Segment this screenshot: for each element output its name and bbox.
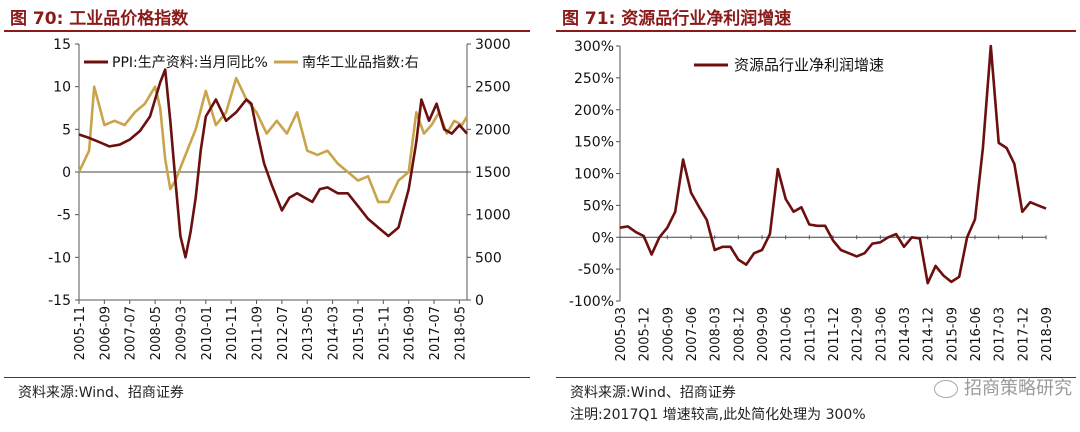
legend-nanhua-label: 南华工业品指数:右: [302, 55, 419, 71]
right-y-tick-label: 250%: [574, 71, 614, 87]
left-x-tick-label: 2010-11: [225, 306, 240, 360]
profit-growth-line: [619, 44, 1047, 285]
left-x-tick-label: 2006-09: [98, 306, 113, 360]
left-y-tick-label: 15: [53, 37, 71, 53]
left-x-tick-label: 2015-11: [377, 306, 392, 360]
left-x-tick-label: 2009-03: [174, 306, 189, 360]
left-y-tick-label: 10: [53, 80, 71, 96]
right-title-rule: [556, 30, 1076, 32]
right-y-tick-label: 300%: [574, 39, 614, 55]
right-note: 注明:2017Q1 增速较高,此处简化处理为 300%: [570, 407, 866, 423]
right-x-tick-label: 2005-12: [638, 307, 653, 361]
ppi-series-line: [78, 68, 468, 259]
right-y-tick-label: 150%: [574, 135, 614, 151]
left-chart: 15 10 5 0 -5 -10 -15 3000 2500 2000 1500 1000 500 0 20…: [48, 37, 511, 360]
left-x-tick-label: 2007-07: [124, 306, 139, 360]
right-source: 资料来源:Wind、招商证券: [570, 385, 736, 401]
left-x-tick-label: 2005-11: [73, 306, 88, 360]
right-panel: 图 71: 资源品行业净利润增速 300% 250% 200% 150% 100% 50%…: [556, 0, 1080, 432]
left-x-tick-label: 2008-05: [149, 306, 164, 360]
right-x-tick-label: 2005-03: [614, 307, 629, 361]
legend-profit-label: 资源品行业净利润增速: [734, 56, 884, 74]
left-y-tick-label: -10: [48, 250, 71, 266]
right-x-tick-label: 2014-03: [898, 307, 913, 361]
right-source-rule: [556, 377, 1076, 378]
left-source-rule: [4, 377, 530, 378]
right-x-tick-label: 2008-03: [709, 307, 724, 361]
watermark-text: 招商策略研究: [964, 378, 1072, 399]
right-x-tick-label: 2011-12: [827, 307, 842, 361]
left-y-tick-label: 0: [62, 165, 71, 181]
right-x-tick-label: 2007-06: [685, 307, 700, 361]
right-x-tick-label: 2008-12: [732, 307, 747, 361]
left-title-rule: [4, 30, 530, 32]
watermark: 招商策略研究: [934, 374, 1072, 400]
right-x-tick-label: 2011-03: [803, 307, 818, 361]
left-x-tick-label: 2011-09: [251, 306, 266, 360]
left-x-tick-label: 2016-09: [403, 306, 418, 360]
legend-ppi-label: PPI:生产资料:当月同比%: [112, 55, 268, 71]
left-y2-tick-label: 3000: [475, 37, 511, 53]
right-y-tick-label: 50%: [583, 198, 614, 214]
right-x-tick-label: 2016-06: [969, 307, 984, 361]
nanhua-series-line: [77, 76, 469, 204]
right-x-tick-label: 2013-06: [874, 307, 889, 361]
right-y-tick-label: 100%: [574, 167, 614, 183]
left-y2-tick-label: 500: [475, 250, 502, 266]
left-x-tick-label: 2014-03: [327, 306, 342, 360]
left-y-tick-label: 5: [62, 122, 71, 138]
right-chart: 300% 250% 200% 150% 100% 50% 0% -50% -100%2005-0…: [569, 39, 1055, 361]
left-y2-tick-label: 0: [475, 293, 484, 309]
right-x-tick-label: 2009-09: [756, 307, 771, 361]
right-x-tick-label: 2006-09: [661, 307, 676, 361]
right-y-tick-label: 0%: [592, 230, 614, 246]
left-figure-title: 图 70: 工业品价格指数: [10, 9, 189, 29]
left-y2-tick-label: 1500: [475, 165, 511, 181]
left-x-tick-label: 2018-05: [453, 306, 468, 360]
right-y-tick-label: 200%: [574, 103, 614, 119]
left-panel: 图 70: 工业品价格指数 15 10 5 0 -5 -10 -15 3000 2500 2000…: [4, 0, 534, 432]
right-x-tick-label: 2017-12: [1016, 307, 1031, 361]
right-y-tick-label: -100%: [569, 294, 614, 310]
right-x-tick-label: 2010-06: [780, 307, 795, 361]
right-x-tick-label: 2014-12: [922, 307, 937, 361]
left-y-tick-label: -5: [57, 208, 71, 224]
left-x-tick-label: 2012-07: [276, 306, 291, 360]
right-figure-title: 图 71: 资源品行业净利润增速: [562, 9, 792, 29]
right-x-tick-label: 2018-09: [1040, 307, 1055, 361]
left-y2-tick-label: 1000: [475, 208, 511, 224]
left-y2-tick-label: 2000: [475, 122, 511, 138]
left-source: 资料来源:Wind、招商证券: [18, 385, 184, 401]
right-x-tick-label: 2012-09: [851, 307, 866, 361]
left-x-tick-label: 2013-05: [301, 306, 316, 360]
left-x-tick-label: 2010-01: [200, 306, 215, 360]
left-y-tick-label: -15: [48, 293, 71, 309]
right-y-tick-label: -50%: [578, 262, 614, 278]
left-x-tick-label: 2017-07: [428, 306, 443, 360]
right-x-tick-label: 2015-09: [945, 307, 960, 361]
left-y2-tick-label: 2500: [475, 80, 511, 96]
right-x-tick-label: 2017-03: [993, 307, 1008, 361]
left-x-tick-label: 2015-01: [352, 306, 367, 360]
wechat-icon: [934, 380, 958, 398]
